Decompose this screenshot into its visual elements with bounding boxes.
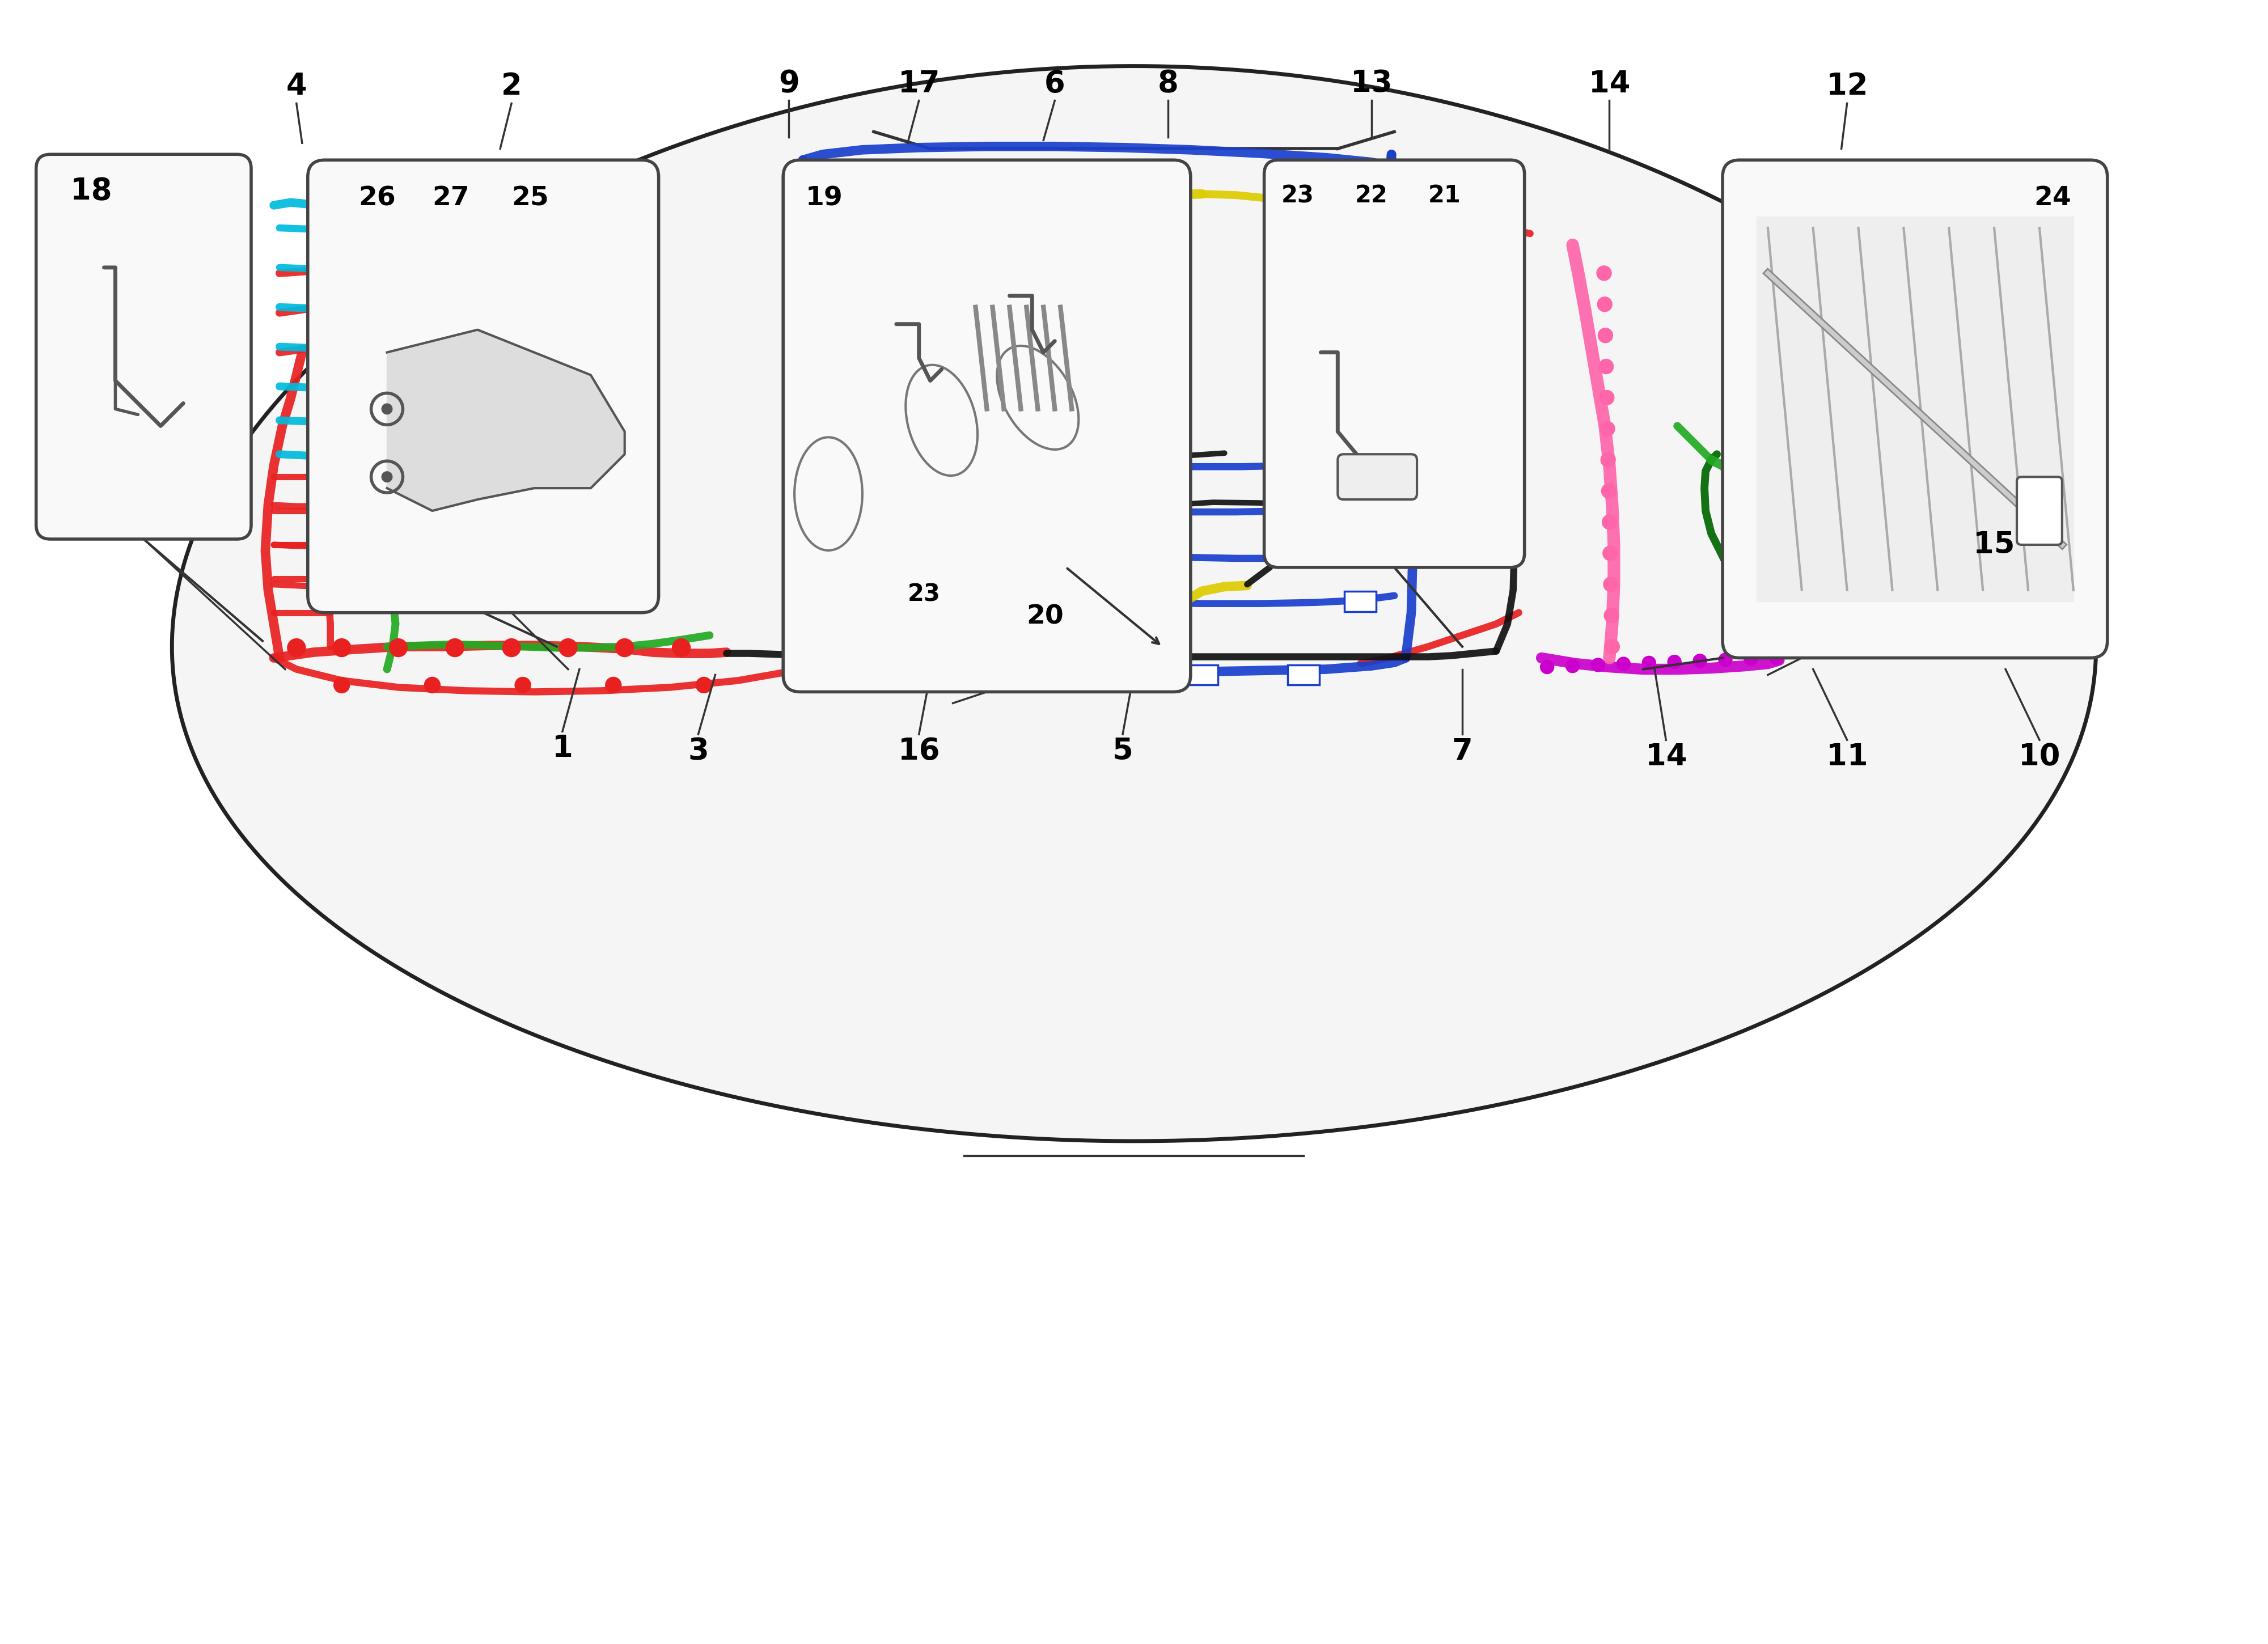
Circle shape (1592, 658, 1606, 672)
Circle shape (503, 638, 522, 658)
Circle shape (1603, 577, 1617, 592)
Circle shape (696, 677, 712, 694)
Circle shape (1719, 653, 1733, 666)
FancyBboxPatch shape (1338, 454, 1417, 500)
Text: 14: 14 (1588, 69, 1631, 99)
Text: 6: 6 (1043, 69, 1066, 99)
Circle shape (424, 677, 440, 694)
Circle shape (1601, 515, 1617, 529)
Circle shape (606, 677, 621, 694)
Text: 23: 23 (1281, 184, 1313, 207)
Text: 17: 17 (898, 69, 939, 99)
Text: 22: 22 (1354, 184, 1388, 207)
Circle shape (515, 677, 531, 694)
FancyBboxPatch shape (982, 664, 1014, 686)
Circle shape (381, 403, 392, 414)
Text: 16: 16 (898, 737, 939, 766)
FancyBboxPatch shape (1084, 664, 1116, 686)
FancyBboxPatch shape (782, 159, 1191, 692)
Text: 18: 18 (70, 176, 111, 205)
Circle shape (1601, 483, 1617, 498)
Text: 10: 10 (2019, 741, 2059, 771)
Text: 13: 13 (1352, 69, 1393, 99)
Text: 4: 4 (286, 72, 306, 102)
Circle shape (1769, 651, 1783, 664)
Text: 3: 3 (687, 737, 708, 766)
Circle shape (671, 638, 689, 658)
Circle shape (333, 638, 352, 658)
Circle shape (558, 638, 576, 658)
Text: 15: 15 (1973, 529, 2014, 559)
Circle shape (1599, 329, 1613, 342)
Circle shape (1606, 640, 1619, 654)
Text: 9: 9 (778, 69, 798, 99)
Polygon shape (388, 330, 624, 511)
Circle shape (1617, 658, 1631, 671)
Circle shape (1601, 452, 1615, 467)
Circle shape (288, 638, 306, 658)
Circle shape (1565, 659, 1579, 672)
Polygon shape (172, 66, 2096, 1141)
FancyBboxPatch shape (801, 592, 832, 612)
Circle shape (1603, 546, 1617, 561)
Text: 1: 1 (551, 733, 574, 763)
Text: 11: 11 (1826, 741, 1869, 771)
Text: 2: 2 (501, 72, 522, 102)
Text: 5: 5 (1111, 737, 1134, 766)
Text: 12: 12 (1826, 72, 1869, 102)
FancyBboxPatch shape (880, 664, 912, 686)
FancyBboxPatch shape (1186, 664, 1218, 686)
FancyBboxPatch shape (1724, 159, 2107, 658)
FancyBboxPatch shape (1345, 592, 1377, 612)
Text: 21: 21 (1429, 184, 1461, 207)
Text: 20: 20 (1027, 603, 1064, 630)
Text: 7: 7 (1452, 737, 1472, 766)
Circle shape (447, 638, 465, 658)
Polygon shape (1755, 217, 2073, 602)
Text: 25: 25 (513, 186, 549, 210)
Circle shape (1597, 266, 1610, 281)
Circle shape (1599, 358, 1613, 373)
Text: 8: 8 (1157, 69, 1179, 99)
Circle shape (390, 638, 408, 658)
Circle shape (1744, 653, 1758, 666)
Circle shape (1667, 654, 1681, 669)
FancyBboxPatch shape (1263, 159, 1524, 567)
Text: 14: 14 (1644, 741, 1687, 771)
Circle shape (1601, 421, 1615, 436)
FancyBboxPatch shape (2016, 477, 2062, 544)
Circle shape (1642, 656, 1656, 669)
Circle shape (1540, 661, 1554, 674)
Text: 19: 19 (805, 186, 844, 210)
Text: 27: 27 (433, 186, 469, 210)
Circle shape (1694, 654, 1708, 667)
FancyBboxPatch shape (1288, 664, 1320, 686)
Circle shape (1599, 390, 1615, 404)
FancyBboxPatch shape (1073, 592, 1105, 612)
Circle shape (333, 677, 349, 694)
Circle shape (1597, 298, 1613, 312)
Text: 23: 23 (907, 582, 941, 607)
Text: 24: 24 (2034, 186, 2071, 210)
FancyBboxPatch shape (308, 159, 658, 613)
Text: 26: 26 (358, 186, 397, 210)
Circle shape (381, 472, 392, 482)
Circle shape (1603, 608, 1619, 623)
Circle shape (615, 638, 633, 658)
FancyBboxPatch shape (36, 155, 252, 539)
